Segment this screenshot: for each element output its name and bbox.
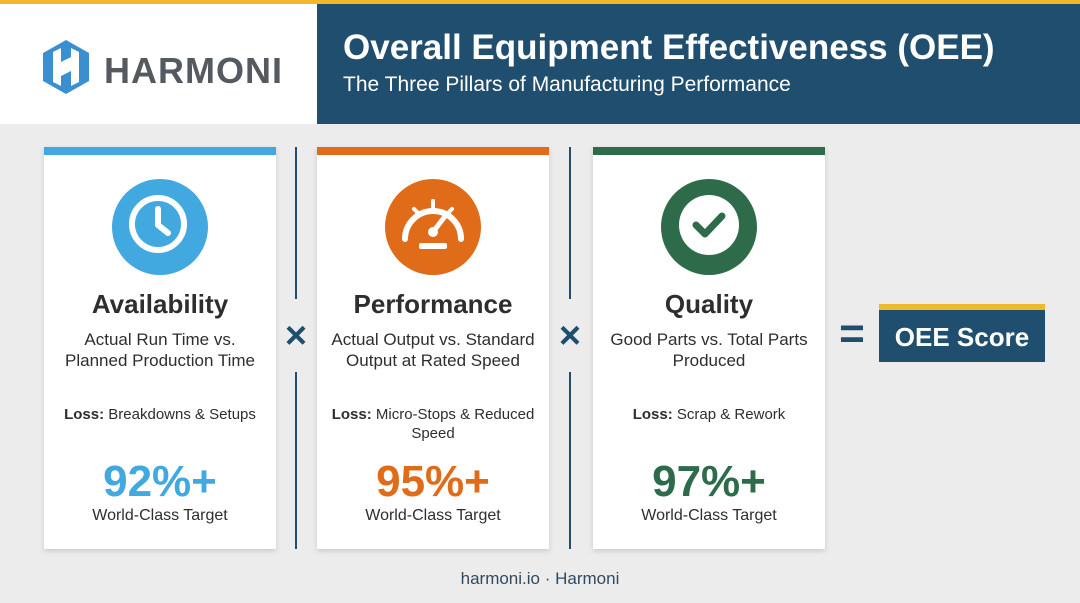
top-accent-line (0, 0, 1080, 4)
divider-line (295, 372, 297, 549)
loss-text: Micro-Stops & Reduced Speed (375, 406, 535, 442)
pillar-target-value: 95%+ (376, 457, 490, 506)
divider-line (295, 147, 297, 299)
pillar-title: Quality (664, 289, 754, 319)
card-accent-bar (44, 147, 276, 155)
pillar-target-label: World-Class Target (92, 507, 228, 524)
page-title: Overall Equipment Effectiveness (OEE) (343, 28, 995, 67)
multiply-sign: × (558, 315, 582, 357)
pillar-target-value: 92%+ (103, 457, 217, 506)
loss-label: Loss: (64, 406, 105, 423)
loss-label: Loss: (632, 406, 673, 423)
pillar-title: Availability (91, 289, 229, 319)
pillar-loss: Loss: Micro-Stops & Reduced Speed (325, 405, 541, 443)
pillar-card-availability: Availability Actual Run Time vs. Planned… (44, 147, 276, 549)
checkmark-icon (661, 179, 757, 275)
pillar-target-value: 97%+ (652, 457, 766, 506)
pillar-description: Good Parts vs. Total Parts Produced (610, 330, 808, 370)
pillar-title: Performance (353, 289, 513, 319)
divider-line (569, 372, 571, 549)
pillar-card-performance: Performance Actual Output vs. Standard O… (317, 147, 549, 549)
card-accent-bar (317, 147, 549, 155)
divider-line (569, 147, 571, 299)
pillar-loss: Loss: Breakdowns & Setups (52, 405, 268, 424)
clock-icon (112, 179, 208, 275)
brand-name: HARMONI (104, 50, 283, 91)
page-subtitle: The Three Pillars of Manufacturing Perfo… (343, 73, 791, 96)
pillar-description: Actual Output vs. Standard Output at Rat… (331, 330, 535, 370)
speedometer-icon (385, 179, 481, 275)
multiply-sign: × (284, 315, 308, 357)
loss-text: Breakdowns & Setups (108, 406, 256, 423)
equals-sign: = (839, 309, 865, 358)
pillar-target-label: World-Class Target (365, 507, 501, 524)
pillar-target-label: World-Class Target (641, 507, 777, 524)
oee-score-label: OEE Score (894, 322, 1030, 352)
logo-panel: HARMONI (0, 4, 317, 124)
pillar-card-quality: Quality Good Parts vs. Total Parts Produ… (593, 147, 825, 549)
harmoni-logo-icon (43, 40, 89, 94)
header-panel (317, 4, 1080, 124)
oee-score-box: OEE Score (879, 304, 1045, 362)
loss-text: Scrap & Rework (676, 406, 786, 423)
loss-label: Loss: (331, 406, 372, 423)
card-accent-bar (593, 147, 825, 155)
pillar-loss: Loss: Scrap & Rework (601, 405, 817, 424)
pillar-description: Actual Run Time vs. Planned Production T… (65, 330, 255, 370)
footer-credit: harmoni.io · Harmoni (460, 569, 620, 588)
